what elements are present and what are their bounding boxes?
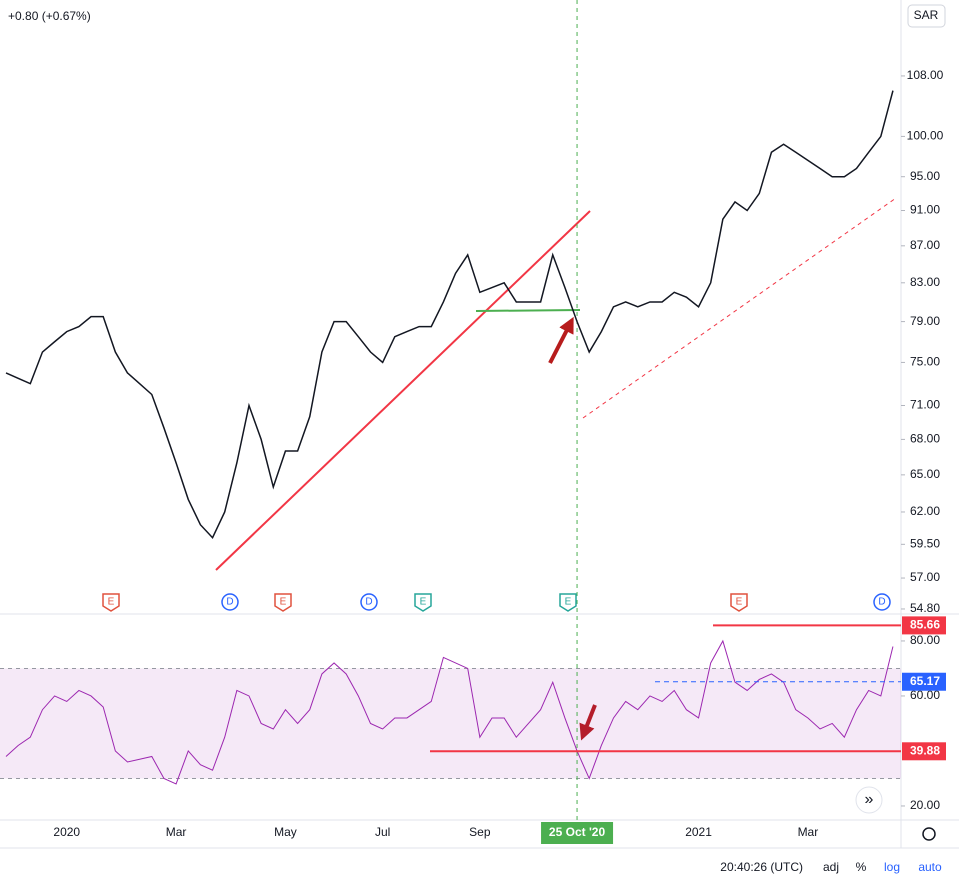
x-tick-label: 2020 — [53, 825, 80, 839]
event-label: D — [878, 597, 885, 608]
event-marker — [221, 593, 239, 611]
level-label: 39.88 — [910, 743, 940, 757]
scroll-label[interactable]: » — [865, 791, 874, 808]
level-tag — [902, 742, 946, 761]
scroll-button[interactable] — [855, 786, 883, 814]
event-marker — [730, 593, 748, 612]
y-tick-label: 83.00 — [910, 275, 940, 289]
trendline — [215, 210, 591, 571]
event-marker — [873, 593, 891, 611]
y-tick-label: 91.00 — [910, 203, 940, 217]
crosshair-tag — [541, 822, 614, 844]
level-tag — [902, 616, 946, 635]
price-change: +0.80 (+0.67%) — [8, 9, 91, 23]
event-label: D — [226, 597, 233, 608]
y-tick-label: 71.00 — [910, 398, 940, 412]
x-tick-label: May — [274, 825, 297, 839]
currency-label[interactable]: SAR — [914, 8, 939, 22]
y-tick-label: 80.00 — [910, 633, 940, 647]
y-tick-label: 20.00 — [910, 798, 940, 812]
y-tick-label: 79.00 — [910, 314, 940, 328]
x-tick-label: Sep — [469, 825, 491, 839]
y-tick-label: 54.80 — [910, 601, 940, 615]
y-tick-label: 75.00 — [910, 355, 940, 369]
arrow — [548, 316, 574, 364]
currency-button[interactable] — [907, 4, 946, 28]
level-label: 65.17 — [910, 674, 940, 688]
y-tick-label: 100.00 — [907, 129, 944, 143]
y-tick-label: 62.00 — [910, 504, 940, 518]
percent-toggle[interactable]: % — [856, 860, 867, 874]
x-tick-label: Jul — [375, 825, 390, 839]
rsi-line — [5, 639, 894, 785]
settings-icon[interactable] — [922, 827, 936, 841]
event-label: E — [565, 597, 572, 608]
rsi-band — [0, 668, 901, 779]
y-tick-label: 65.00 — [910, 467, 940, 481]
arrow — [579, 704, 597, 741]
event-label: E — [736, 597, 743, 608]
event-label: D — [365, 597, 372, 608]
event-label: E — [280, 597, 287, 608]
support-line — [475, 309, 581, 312]
y-tick-label: 60.00 — [910, 688, 940, 702]
event-label: E — [108, 597, 115, 608]
y-tick-label: 57.00 — [910, 570, 940, 584]
event-marker — [360, 593, 378, 611]
level-label: 85.66 — [910, 618, 940, 632]
level-tag — [902, 672, 946, 691]
y-tick-label: 87.00 — [910, 238, 940, 252]
settings-gear[interactable] — [922, 827, 936, 841]
x-tick-label: 2021 — [685, 825, 712, 839]
price-line — [5, 90, 894, 540]
y-tick-label: 68.00 — [910, 432, 940, 446]
event-marker — [274, 593, 292, 612]
drawings — [215, 197, 897, 741]
y-tick-label: 95.00 — [910, 169, 940, 183]
y-tick-label: 108.00 — [907, 68, 944, 82]
clock: 20:40:26 (UTC) — [720, 860, 803, 874]
event-marker — [102, 593, 120, 612]
y-tick-label: 59.50 — [910, 536, 940, 550]
x-tick-label: 25 Oct '20 — [549, 825, 606, 839]
log-toggle[interactable]: log — [884, 860, 900, 874]
adj-toggle[interactable]: adj — [823, 860, 839, 874]
event-marker — [559, 593, 577, 612]
auto-toggle[interactable]: auto — [918, 860, 942, 874]
x-tick-label: Mar — [166, 825, 187, 839]
x-tick-label: Mar — [798, 825, 819, 839]
event-label: E — [420, 597, 427, 608]
event-marker — [414, 593, 432, 612]
